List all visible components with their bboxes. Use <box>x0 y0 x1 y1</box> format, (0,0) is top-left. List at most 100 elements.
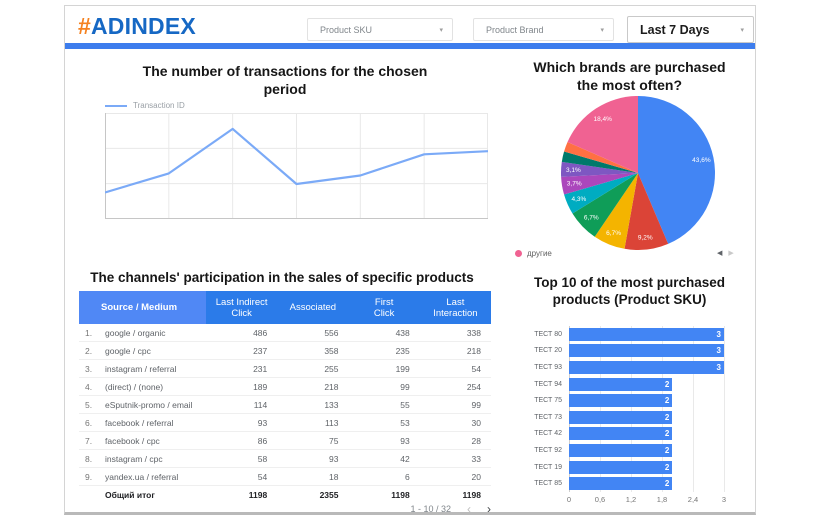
row-metric-value: 231 <box>253 364 268 374</box>
bar-track: 3 <box>569 327 724 341</box>
row-metric-value: 218 <box>466 346 481 356</box>
pie-slice-label: 18,4% <box>593 116 612 123</box>
x-axis-tick: 1,2 <box>625 495 637 504</box>
legend-prev-icon[interactable]: ◀ <box>717 250 723 257</box>
pie-slice[interactable] <box>561 161 638 177</box>
table-total-row: Общий итог 1198 2355 1198 1198 <box>79 488 491 502</box>
bar-value-label: 2 <box>664 479 670 489</box>
bar-track: 2 <box>569 410 724 424</box>
table-row: 2. google / cpc 237 358 235 218 <box>79 342 491 360</box>
bar[interactable]: 2 <box>569 460 673 474</box>
logo-hash: # <box>78 13 91 39</box>
filter-product-sku[interactable]: Product SKU ▾ <box>307 18 453 41</box>
bar-row: ТЕСТ 73 2 <box>501 409 758 426</box>
row-metric-value: 6 <box>405 472 410 482</box>
col-header-source-medium: Source / Medium <box>79 291 206 324</box>
pie-slice[interactable] <box>594 173 638 249</box>
bar[interactable]: 3 <box>569 360 724 374</box>
table-row: 5. eSputnik-promo / email 114 133 55 99 <box>79 396 491 414</box>
bar-value-label: 2 <box>664 429 670 439</box>
pie-chart[interactable]: 43,6% 9,2% 6,7% 6,7% 4,3% 3,7% 3,1% 18,4% <box>558 93 718 253</box>
bar-value-label: 2 <box>664 412 670 422</box>
row-source-medium: facebook / referral <box>105 418 174 428</box>
row-metric-value: 113 <box>324 418 339 428</box>
row-source-medium: yandex.ua / referral <box>105 472 179 482</box>
pie-slice[interactable] <box>561 173 638 195</box>
row-metric-value: 30 <box>471 418 481 428</box>
bar-row: ТЕСТ 93 3 <box>501 359 758 376</box>
bar-category-label: ТЕСТ 20 <box>534 347 562 355</box>
line-series-path <box>105 127 488 194</box>
row-metric-value: 93 <box>257 418 268 428</box>
bar-value-label: 2 <box>664 379 670 389</box>
pie-slice[interactable] <box>561 151 638 173</box>
row-index: 3. <box>85 364 93 374</box>
row-source-medium: eSputnik-promo / email <box>105 400 193 410</box>
bar-category-label: ТЕСТ 75 <box>534 397 562 405</box>
col-header-first-click: First Click <box>373 296 395 319</box>
bar[interactable]: 3 <box>569 327 724 341</box>
bar[interactable]: 2 <box>569 410 673 424</box>
row-metric-value: 86 <box>257 436 268 446</box>
pie-chart-title-line2: the most often? <box>577 77 682 93</box>
bar-value-label: 2 <box>664 462 670 472</box>
row-index: 2. <box>85 346 93 356</box>
pie-slice[interactable] <box>564 141 638 173</box>
table-row: 9. yandex.ua / referral 54 18 6 20 <box>79 468 491 486</box>
row-metric-value: 556 <box>324 328 339 338</box>
pie-slice-label: 3,7% <box>567 181 582 188</box>
x-axis-tick: 0 <box>566 495 572 504</box>
legend-next-icon[interactable]: ▶ <box>728 250 734 257</box>
pie-slice[interactable] <box>624 173 669 251</box>
bar[interactable]: 2 <box>569 443 673 457</box>
pagination-next-icon[interactable]: › <box>487 502 491 516</box>
pie-legend-dot-icon <box>515 250 522 257</box>
row-metric-value: 99 <box>471 400 481 410</box>
bar-row: ТЕСТ 80 3 <box>501 326 758 343</box>
pie-slice[interactable] <box>564 173 638 214</box>
row-metric-value: 33 <box>471 454 481 464</box>
bar[interactable]: 3 <box>569 344 724 358</box>
pie-slice[interactable] <box>567 96 638 173</box>
pie-legend: другие <box>515 249 552 258</box>
bar-category-label: ТЕСТ 94 <box>534 380 562 388</box>
row-metric-value: 93 <box>400 436 410 446</box>
legend-label: Transaction ID <box>133 101 185 110</box>
bar-track: 2 <box>569 443 724 457</box>
line-chart[interactable] <box>105 113 488 219</box>
row-metric-value: 20 <box>471 472 481 482</box>
bar[interactable]: 2 <box>569 427 673 441</box>
row-metric-value: 99 <box>400 382 410 392</box>
bar[interactable]: 2 <box>569 477 673 491</box>
table-row: 6. facebook / referral 93 113 53 30 <box>79 414 491 432</box>
pie-slice[interactable] <box>572 173 638 237</box>
row-metric-value: 114 <box>253 400 268 410</box>
row-index: 1. <box>85 328 93 338</box>
bar[interactable]: 2 <box>569 377 673 391</box>
bar-track: 2 <box>569 377 724 391</box>
total-metric: 1198 <box>462 490 481 500</box>
bar-row: ТЕСТ 20 3 <box>501 343 758 360</box>
pie-slice[interactable] <box>638 96 716 244</box>
filter-product-brand[interactable]: Product Brand ▾ <box>473 18 614 41</box>
x-axis-tick: 2,4 <box>687 495 699 504</box>
pie-slice-label: 3,1% <box>566 167 581 174</box>
row-metric-value: 254 <box>466 382 481 392</box>
x-axis-tick: 0,6 <box>594 495 606 504</box>
bar[interactable]: 2 <box>569 394 673 408</box>
pie-slice-label: 6,7% <box>584 215 599 222</box>
bar-category-label: ТЕСТ 42 <box>534 430 562 438</box>
filter-date-range[interactable]: Last 7 Days ▾ <box>627 16 754 43</box>
pie-chart-title: Which brands are purchased the most ofte… <box>501 58 758 94</box>
grid-line <box>631 326 632 492</box>
row-metric-value: 218 <box>324 382 339 392</box>
bar-row: ТЕСТ 92 2 <box>501 442 758 459</box>
table-pagination: 1 - 10 / 32 ‹ › <box>79 502 491 516</box>
bar-track: 2 <box>569 427 724 441</box>
row-metric-value: 358 <box>324 346 339 356</box>
table-title: The channels' participation in the sales… <box>90 270 474 285</box>
total-row-pad <box>79 488 105 502</box>
col-header-associated: Associated <box>289 302 337 313</box>
header-divider <box>65 43 755 49</box>
pagination-prev-icon[interactable]: ‹ <box>467 502 471 516</box>
